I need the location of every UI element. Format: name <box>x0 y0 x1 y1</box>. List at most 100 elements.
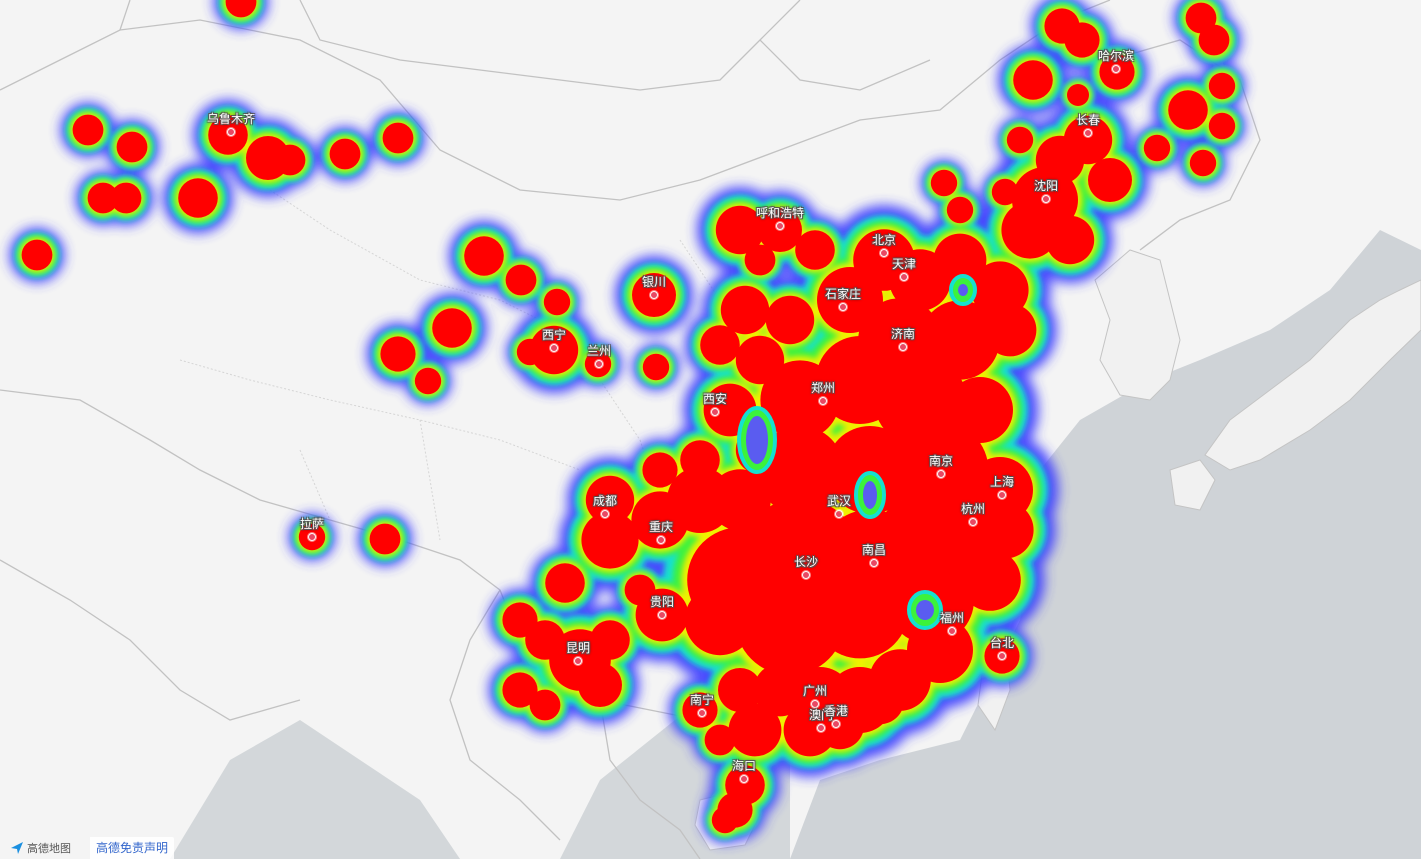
city-label: 台北 <box>989 636 1015 650</box>
heat-blob <box>642 353 670 381</box>
city-dot-icon <box>650 291 658 299</box>
heat-blob <box>811 561 909 659</box>
heat-blob <box>369 523 401 555</box>
heat-blob <box>728 703 782 757</box>
city-label: 昆明 <box>565 641 591 655</box>
city-label: 上海 <box>989 475 1015 489</box>
city-dot-icon <box>900 273 908 281</box>
heat-blob <box>756 426 844 514</box>
city-label: 乌鲁木齐 <box>206 112 256 126</box>
heat-void-core <box>863 481 877 509</box>
city-dot-icon <box>595 360 603 368</box>
city-label: 重庆 <box>648 520 674 534</box>
map-footer: 高德地图 高德免责声明 <box>0 835 180 859</box>
city-dot-icon <box>776 222 784 230</box>
heat-blob <box>930 169 958 197</box>
heat-blob <box>959 549 1021 611</box>
heat-blob <box>758 208 802 252</box>
heat-blob <box>225 0 257 18</box>
sea-east <box>790 230 1421 859</box>
city-dot-icon <box>870 559 878 567</box>
city-dot-icon <box>574 657 582 665</box>
heat-blob <box>380 336 416 372</box>
heat-blob <box>1045 215 1095 265</box>
heat-blob <box>815 700 865 750</box>
city-label: 北京 <box>871 233 897 247</box>
heat-blob <box>826 426 914 514</box>
city-dot-icon <box>657 536 665 544</box>
heat-blob <box>1208 72 1236 100</box>
heat-blob <box>753 663 807 717</box>
city-label: 海口 <box>731 759 757 773</box>
heat-blob <box>720 285 770 335</box>
city-label: 贵阳 <box>649 595 675 609</box>
city-label: 武汉 <box>826 494 852 508</box>
heat-blob <box>684 584 756 656</box>
city-dot-icon <box>937 470 945 478</box>
heat-blob <box>590 620 630 660</box>
disclaimer-link[interactable]: 高德免责声明 <box>90 837 175 859</box>
heat-blob <box>642 452 678 488</box>
amap-logo[interactable]: 高德地图 <box>10 840 71 856</box>
city-label: 银川 <box>641 275 667 289</box>
city-dot-icon <box>948 627 956 635</box>
city-label: 杭州 <box>960 502 986 516</box>
heat-blob <box>765 295 815 345</box>
heat-blob <box>414 367 442 395</box>
city-dot-icon <box>711 408 719 416</box>
city-label: 广州 <box>802 684 828 698</box>
city-label: 呼和浩特 <box>755 206 805 220</box>
heat-blob <box>432 308 472 348</box>
heat-blob <box>700 325 740 365</box>
heat-blob <box>545 563 585 603</box>
heat-blob <box>382 122 414 154</box>
city-dot-icon <box>308 533 316 541</box>
heat-blob <box>855 675 905 725</box>
city-label: 拉萨 <box>299 517 325 531</box>
heat-blob <box>21 239 53 271</box>
korea <box>1094 249 1181 401</box>
heat-blob <box>529 689 561 721</box>
heat-blob <box>744 244 776 276</box>
city-dot-icon <box>969 518 977 526</box>
city-label: 石家庄 <box>824 287 862 301</box>
borders <box>0 0 1261 859</box>
japan-kyushu <box>1169 459 1216 511</box>
heat-blob <box>1088 158 1132 202</box>
heat-blob <box>1189 149 1217 177</box>
city-dot-icon <box>811 700 819 708</box>
heat-blob <box>110 182 142 214</box>
city-dot-icon <box>1084 129 1092 137</box>
heat-blob <box>709 469 771 531</box>
heat-blob <box>87 182 119 214</box>
city-dot-icon <box>880 249 888 257</box>
heat-blob <box>715 205 765 255</box>
city-dot-icon <box>227 128 235 136</box>
amap-logo-icon <box>11 842 23 854</box>
heat-blob <box>947 377 1013 443</box>
city-label: 天津 <box>891 257 917 271</box>
heat-blob <box>502 672 538 708</box>
heat-blob <box>704 724 736 756</box>
city-label: 福州 <box>939 611 965 625</box>
heat-blob <box>116 131 148 163</box>
heat-blob <box>1198 24 1230 56</box>
heat-blob <box>543 288 571 316</box>
japan-honshu <box>1204 279 1421 471</box>
heat-blob <box>1067 84 1089 106</box>
heat-blob <box>578 663 622 707</box>
city-label: 郑州 <box>810 381 836 395</box>
city-dot-icon <box>998 491 1006 499</box>
heat-void-core <box>958 284 968 296</box>
heat-blob <box>1006 126 1034 154</box>
city-label: 兰州 <box>586 344 612 358</box>
city-dot-icon <box>658 611 666 619</box>
heat-blob <box>1001 201 1059 259</box>
city-label: 成都 <box>592 494 618 508</box>
heat-blob <box>178 178 218 218</box>
heat-blob <box>933 233 987 287</box>
city-dot-icon <box>740 775 748 783</box>
heat-blob <box>329 138 361 170</box>
